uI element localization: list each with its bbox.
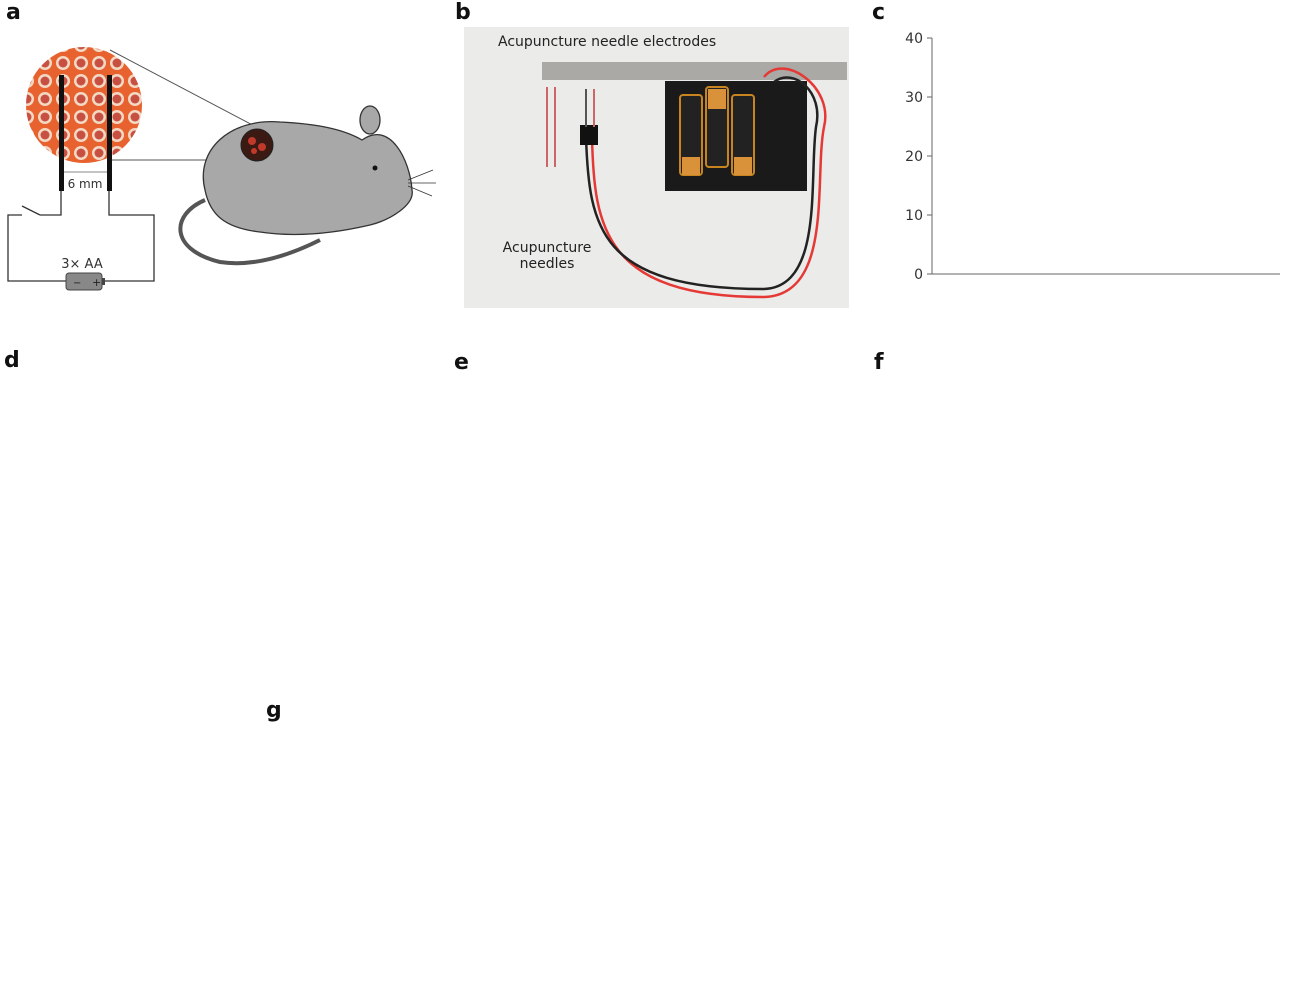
panel-letter-c: c bbox=[872, 0, 886, 25]
distance-label: 6 mm bbox=[68, 177, 103, 191]
chart-e bbox=[450, 340, 870, 685]
chart-c: 0 10 20 30 40 bbox=[905, 31, 1280, 283]
panel-letter-d: d bbox=[4, 348, 20, 373]
y-tick-label: 0 bbox=[914, 267, 923, 283]
chart-d bbox=[0, 340, 450, 685]
panel-a-schematic: 6 mm − + 3× AA bbox=[7, 47, 436, 291]
red-wire bbox=[590, 67, 827, 299]
connector bbox=[580, 125, 598, 145]
svg-text:+: + bbox=[92, 276, 101, 289]
y-tick-label: 10 bbox=[905, 208, 923, 224]
battery-label: 3× AA bbox=[61, 257, 103, 272]
chart-g bbox=[260, 690, 1140, 988]
panel-b-photo: Acupuncture needle electrodes Acupunctur… bbox=[464, 27, 849, 308]
ruler bbox=[542, 62, 847, 80]
zoom-line bbox=[109, 49, 263, 131]
label-electrodes: Acupuncture needle electrodes bbox=[498, 34, 717, 50]
panel-letter-a: a bbox=[6, 0, 21, 25]
electrode-left bbox=[59, 75, 64, 191]
panel-letter-b: b bbox=[455, 0, 471, 25]
svg-text:−: − bbox=[73, 278, 81, 289]
y-tick-label: 30 bbox=[905, 90, 923, 106]
electrode-right bbox=[107, 75, 112, 191]
panel-letter-g: g bbox=[266, 698, 282, 723]
chart-f bbox=[870, 340, 1300, 685]
black-wire bbox=[584, 76, 819, 291]
y-tick-label: 20 bbox=[905, 149, 923, 165]
y-tick-label: 40 bbox=[905, 31, 923, 47]
mouse-illustration bbox=[178, 105, 436, 266]
panel-letter-f: f bbox=[874, 350, 884, 375]
tissue-cross-section bbox=[26, 47, 142, 163]
panel-letter-e: e bbox=[454, 350, 469, 375]
label-needles: Acupuncture needles bbox=[502, 240, 592, 272]
switch bbox=[21, 205, 41, 216]
